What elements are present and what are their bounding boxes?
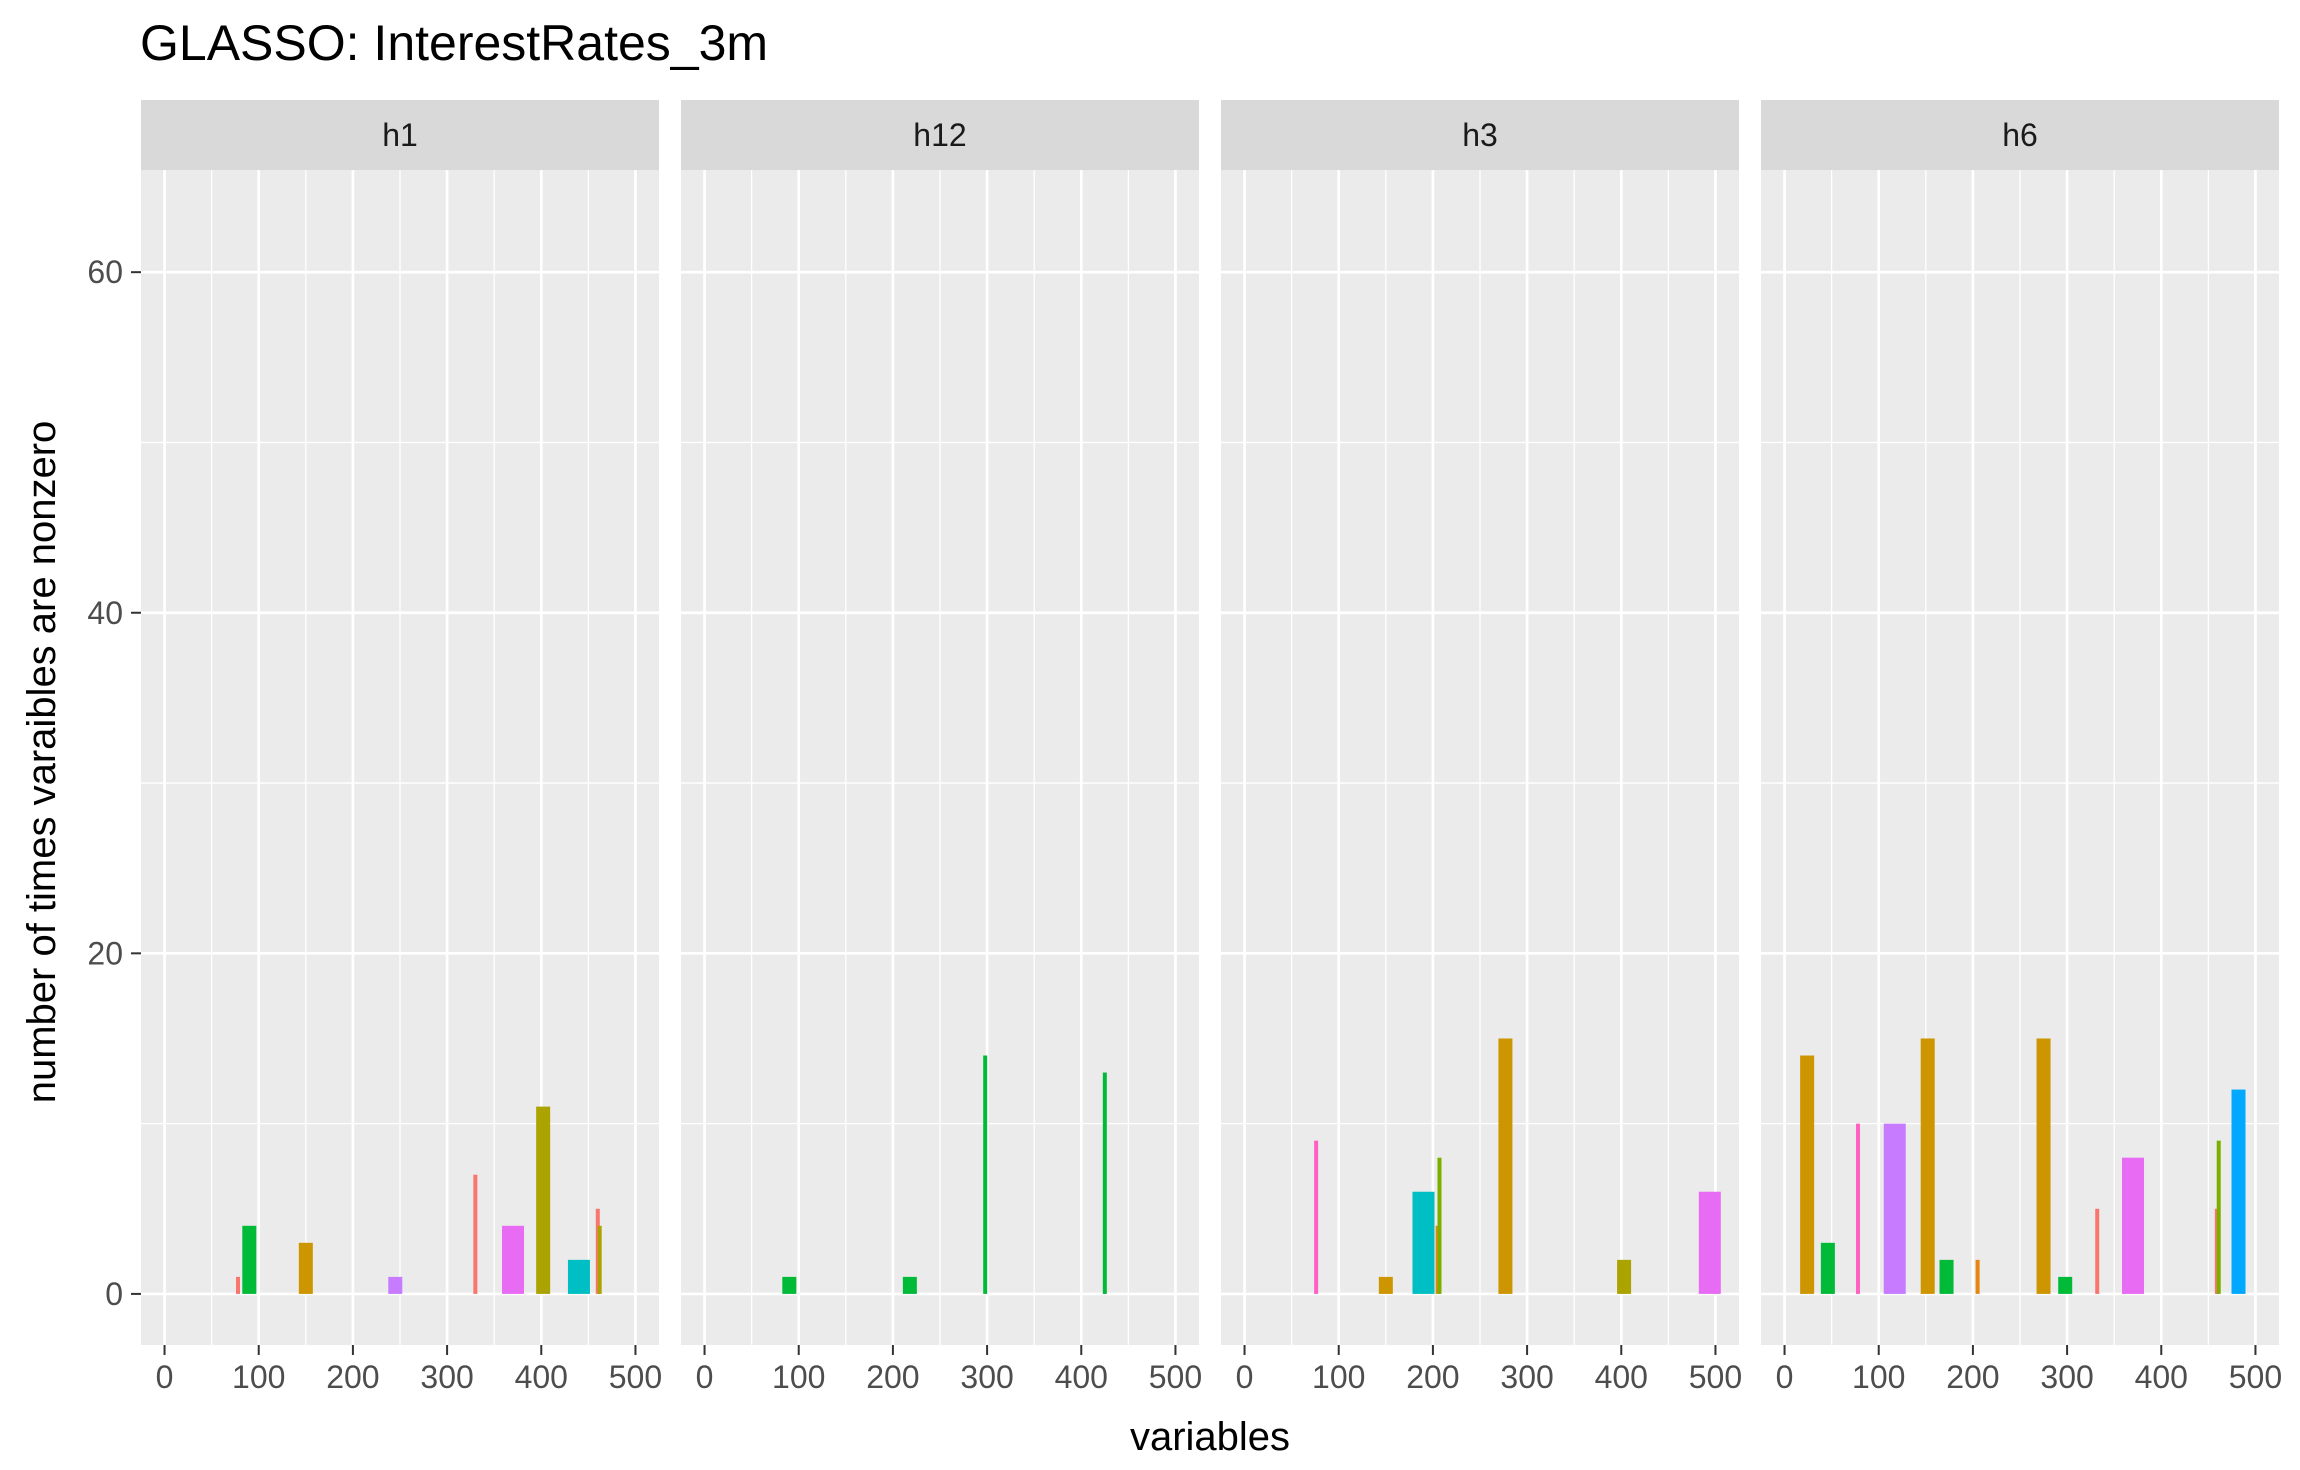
bar: [1378, 1276, 1393, 1294]
x-tick-label: 0: [696, 1359, 714, 1395]
facet-label: h1: [382, 117, 418, 153]
bar: [2122, 1157, 2145, 1294]
bar: [1883, 1123, 1906, 1294]
bar: [1920, 1038, 1935, 1294]
bar: [1820, 1242, 1835, 1294]
bar: [1975, 1259, 1980, 1294]
x-tick-label: 100: [232, 1359, 285, 1395]
facet-strip: [681, 100, 1199, 170]
bar: [1617, 1259, 1632, 1294]
x-tick-label: 0: [156, 1359, 174, 1395]
x-tick-label: 300: [2040, 1359, 2093, 1395]
facet-strip: [1761, 100, 2279, 170]
x-tick-label: 500: [1689, 1359, 1742, 1395]
facet-label: h12: [913, 117, 966, 153]
x-tick-label: 0: [1236, 1359, 1254, 1395]
bar: [2216, 1140, 2221, 1294]
bar: [1498, 1038, 1513, 1294]
x-tick-label: 300: [960, 1359, 1013, 1395]
bar: [242, 1225, 257, 1294]
facet-label: h3: [1462, 117, 1498, 153]
bar: [536, 1106, 551, 1294]
x-tick-label: 100: [772, 1359, 825, 1395]
bar: [2231, 1089, 2246, 1294]
bar: [902, 1276, 917, 1294]
bar: [388, 1276, 403, 1294]
bar: [298, 1242, 313, 1294]
panel-h3: h3 0 100 200 300 400 500: [1221, 100, 1742, 1395]
x-tick-label: 0: [1776, 1359, 1794, 1395]
bar: [1698, 1191, 1721, 1294]
panel-h12: h12 0 100 200 300 400 500: [681, 100, 1202, 1395]
bar: [502, 1225, 525, 1294]
bar: [236, 1276, 241, 1294]
x-tick-label: 500: [2229, 1359, 2282, 1395]
panel-h1: h1 0 100 200 300 400 500: [141, 100, 662, 1395]
x-tick-label: 100: [1312, 1359, 1365, 1395]
x-tick-label: 400: [1055, 1359, 1108, 1395]
x-tick-label: 300: [1500, 1359, 1553, 1395]
x-tick-label: 200: [1946, 1359, 1999, 1395]
bar: [1800, 1055, 1815, 1294]
x-axis-title: variables: [1130, 1415, 1290, 1459]
x-tick-label: 200: [1406, 1359, 1459, 1395]
x-tick-label: 300: [420, 1359, 473, 1395]
bar: [983, 1055, 988, 1294]
y-axis: 0 20 40 60: [87, 254, 141, 1312]
facet-strip: [1221, 100, 1739, 170]
x-tick-label: 500: [609, 1359, 662, 1395]
bar: [2036, 1038, 2051, 1294]
panel-h6: h6 0 100 200 300 400 500: [1761, 100, 2282, 1395]
x-tick-label: 400: [515, 1359, 568, 1395]
bar: [1102, 1072, 1107, 1294]
bar: [567, 1259, 590, 1294]
x-tick-label: 400: [1595, 1359, 1648, 1395]
y-tick-label: 20: [87, 935, 123, 971]
x-tick-label: 100: [1852, 1359, 1905, 1395]
x-tick-label: 400: [2135, 1359, 2188, 1395]
bar: [1856, 1123, 1861, 1294]
bar: [473, 1174, 478, 1294]
chart-title: GLASSO: InterestRates_3m: [140, 15, 768, 71]
x-tick-label: 500: [1149, 1359, 1202, 1395]
bar: [2058, 1276, 2073, 1294]
facet-strip: [141, 100, 659, 170]
panels: h1 0 100 200 300 400 500 h12 0 100 200 300 400 500 h3 0…: [141, 100, 2282, 1395]
bar: [2095, 1208, 2100, 1294]
y-tick-label: 0: [105, 1276, 123, 1312]
facet-label: h6: [2002, 117, 2038, 153]
bar: [782, 1276, 797, 1294]
bar: [1412, 1191, 1435, 1294]
y-tick-label: 40: [87, 595, 123, 631]
x-tick-label: 200: [326, 1359, 379, 1395]
y-tick-label: 60: [87, 254, 123, 290]
bar: [1314, 1140, 1319, 1294]
bar: [1437, 1157, 1442, 1294]
x-tick-label: 200: [866, 1359, 919, 1395]
y-axis-title: number of times varaibles are nonzero: [20, 421, 64, 1104]
bar: [1939, 1259, 1954, 1294]
bar: [597, 1225, 602, 1294]
